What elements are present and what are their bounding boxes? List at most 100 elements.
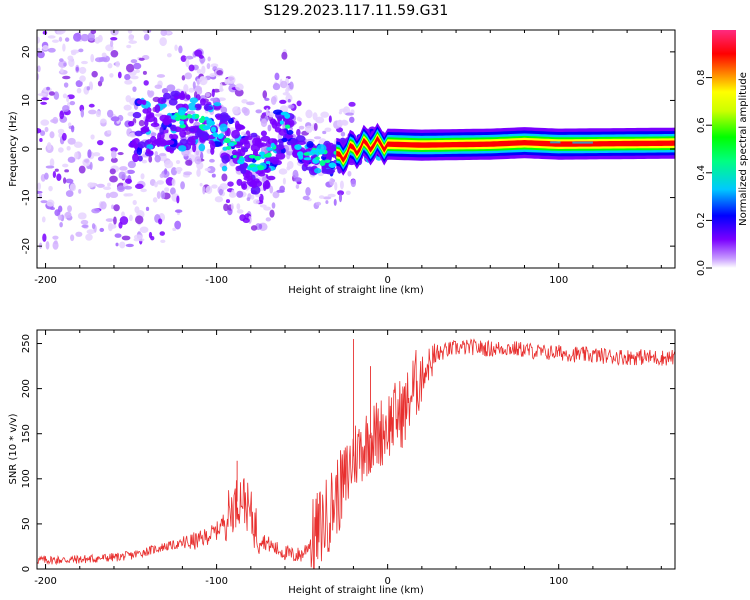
spectrogram-cell <box>158 218 163 225</box>
spectrogram-cell <box>176 11 183 17</box>
spectrogram-cell <box>139 226 149 233</box>
spectrogram-cell <box>132 199 137 206</box>
spectrogram-cell <box>159 173 164 179</box>
spectrogram-cell <box>80 33 90 42</box>
spectrogram-cell <box>345 190 351 196</box>
spectrogram-cell <box>255 109 263 114</box>
spectrogram-cell <box>90 54 95 63</box>
spectrogram-cell <box>325 168 335 175</box>
spectrogram-cell <box>110 37 118 41</box>
spectrogram-cell <box>94 57 104 63</box>
spectrogram-cell <box>159 37 167 47</box>
spectrogram-cell <box>253 199 260 205</box>
spectrogram-cell <box>286 160 294 170</box>
spectrogram-cell <box>184 72 193 80</box>
spectrogram-cell <box>76 17 83 25</box>
spectrogram-cell <box>177 17 184 25</box>
spectrogram-x-tick-label: 0 <box>384 275 390 286</box>
spectrogram-cell <box>54 168 59 172</box>
spectrogram-cell <box>278 140 284 149</box>
spectrogram-cell <box>239 157 246 161</box>
spectrogram-cell <box>42 30 48 35</box>
spectrogram-cell <box>275 152 286 160</box>
spectrogram-cell <box>67 122 72 127</box>
spectrogram-cell <box>49 158 55 167</box>
spectrogram-cell <box>166 53 172 58</box>
spectrogram-cell <box>303 159 309 168</box>
colorbar-tick-label: 0.4 <box>696 165 707 181</box>
spectrogram-cell <box>37 73 40 81</box>
spectrogram-cell <box>70 50 77 56</box>
spectrogram-cell <box>347 170 352 177</box>
spectrogram-cell <box>194 149 201 158</box>
spectrogram-cell <box>132 111 142 119</box>
spectrogram-cell <box>328 115 332 123</box>
spectrogram-cell <box>219 183 229 190</box>
spectrogram-cell <box>210 147 215 155</box>
snr-series-line <box>37 338 675 569</box>
spectrogram-cell <box>126 17 131 26</box>
spectrogram-cell <box>145 148 151 154</box>
spectrogram-cell <box>69 183 77 192</box>
spectrogram-cell <box>259 204 267 208</box>
spectrogram-cell <box>207 119 213 124</box>
spectrogram-cell <box>137 141 146 149</box>
spectrogram-cell <box>279 185 286 193</box>
spectrogram-cell <box>130 59 138 64</box>
spectrogram-cell <box>260 130 267 137</box>
spectrogram-cell <box>39 137 43 143</box>
spectrogram-cell <box>207 166 216 174</box>
spectrogram-cell <box>109 73 114 78</box>
spectrogram-cell <box>163 17 168 25</box>
spectrogram-cell <box>202 125 211 130</box>
spectrogram-cell <box>40 119 50 126</box>
spectrogram-cell <box>318 195 325 199</box>
spectrogram-cell <box>88 103 95 108</box>
spectrogram-cell <box>91 223 96 230</box>
spectrogram-cell <box>179 114 187 120</box>
spectrogram-cell <box>140 173 145 180</box>
spectrogram-cell <box>271 119 278 129</box>
spectrogram-cell <box>172 227 177 232</box>
spectrogram-cell <box>181 75 186 81</box>
spectrogram-cell <box>49 131 55 139</box>
spectrogram-cell <box>97 156 105 162</box>
spectrogram-cell <box>54 209 61 217</box>
spectrogram-cell <box>246 197 251 202</box>
spectrogram-cell <box>204 167 211 172</box>
spectrogram-cell <box>73 32 82 42</box>
spectrogram-cell <box>209 73 216 78</box>
spectrogram-cell <box>116 185 125 192</box>
spectrogram-cell <box>77 212 87 220</box>
spectrogram-cell <box>78 188 82 194</box>
spectrogram-cell <box>142 108 149 114</box>
spectrogram-cell <box>126 44 132 49</box>
spectrogram-cell <box>170 124 177 132</box>
spectrogram-cell <box>64 17 70 20</box>
spectrogram-cell <box>264 97 270 101</box>
spectrogram-cell <box>96 183 105 188</box>
spectrogram-cell <box>236 209 244 214</box>
spectrogram-cell <box>90 12 94 18</box>
spectrogram-cell <box>123 104 132 111</box>
spectrogram-cell <box>178 110 186 116</box>
spectrogram-cell <box>210 63 219 68</box>
spectrogram-cell <box>58 36 63 42</box>
spectrogram-cell <box>90 30 97 35</box>
spectrogram-cell <box>160 30 168 37</box>
spectrogram-cell <box>319 160 326 166</box>
spectrogram-cell <box>86 86 91 91</box>
spectrogram-cell <box>185 58 190 68</box>
spectrogram-cell <box>65 14 74 22</box>
snr-plot-area <box>37 338 675 569</box>
spectrogram-cell <box>125 95 132 103</box>
spectrogram-cell <box>76 87 82 94</box>
spectrogram-cell <box>315 116 325 124</box>
spectrogram-cell <box>42 44 49 51</box>
spectrogram-cell <box>134 130 143 137</box>
spectrogram-cell <box>146 30 152 33</box>
spectrogram-cell <box>115 242 119 247</box>
spectrogram-cell <box>200 98 206 106</box>
spectrogram-cell <box>66 96 70 103</box>
spectrogram-cell <box>219 82 223 92</box>
